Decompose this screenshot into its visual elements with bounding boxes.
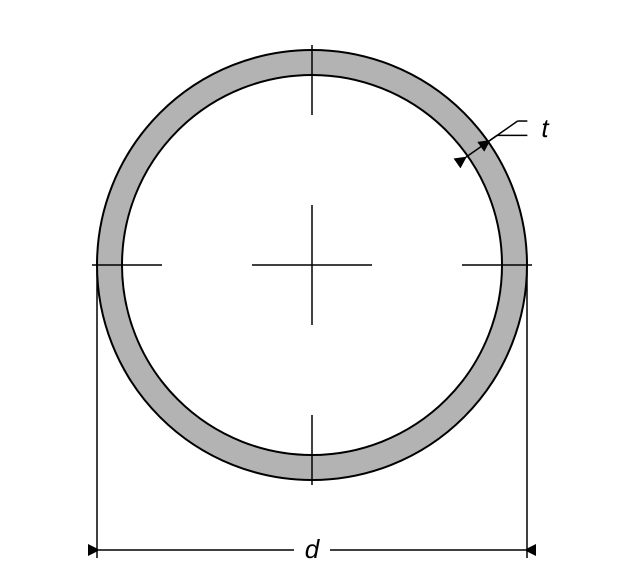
cross-section-diagram: dt [0,0,625,572]
dimension-d-label: d [305,534,321,564]
